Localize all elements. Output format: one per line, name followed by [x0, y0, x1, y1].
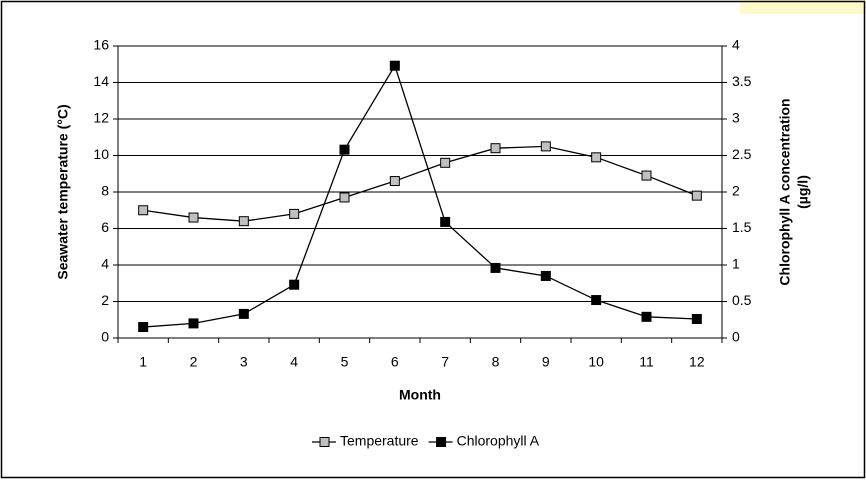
data-marker	[490, 262, 501, 273]
data-marker	[641, 170, 652, 181]
x-tick-label: 11	[639, 354, 654, 370]
y-tick-label: 6	[101, 219, 109, 235]
y2-tick-label: 2	[732, 183, 740, 199]
data-marker	[238, 308, 249, 319]
data-marker	[188, 318, 199, 329]
x-tick-label: 4	[290, 354, 298, 370]
data-marker	[691, 314, 702, 325]
data-marker	[440, 157, 451, 168]
legend-marker	[436, 437, 447, 447]
y2-tick-label: 3.5	[732, 73, 752, 89]
data-marker	[440, 216, 451, 227]
data-marker	[490, 143, 501, 154]
y-tick-label: 2	[101, 292, 109, 308]
x-tick-label: 2	[190, 354, 198, 370]
x-tick-label: 7	[441, 354, 449, 370]
data-marker	[339, 192, 350, 203]
y2-tick-label: 3	[732, 110, 740, 126]
data-marker	[289, 279, 300, 290]
x-tick-label: 6	[391, 354, 399, 370]
y2-axis-title: (µg/l)	[795, 175, 811, 209]
data-marker	[389, 60, 400, 71]
data-marker	[591, 152, 602, 163]
data-marker	[138, 205, 149, 216]
highlight-patch	[740, 0, 866, 14]
y-tick-label: 16	[93, 37, 109, 53]
legend-label: Temperature	[340, 433, 419, 449]
y-tick-label: 8	[101, 183, 109, 199]
series-line	[143, 64, 697, 328]
data-marker	[691, 190, 702, 201]
data-marker	[188, 212, 199, 223]
data-marker	[339, 144, 350, 155]
y-tick-label: 10	[93, 146, 109, 162]
series-line	[143, 145, 698, 222]
y2-axis-title: Chlorophyll A concentration	[777, 98, 793, 285]
data-marker	[238, 216, 249, 227]
y2-tick-label: 4	[732, 37, 740, 53]
x-tick-label: 9	[542, 354, 550, 370]
data-marker	[289, 208, 300, 219]
y2-tick-label: 1.5	[732, 219, 752, 235]
x-tick-label: 3	[240, 354, 248, 370]
y2-tick-label: 0	[732, 329, 740, 345]
data-marker	[591, 295, 602, 306]
data-marker	[389, 176, 400, 187]
x-tick-label: 10	[588, 354, 604, 370]
y2-tick-label: 2.5	[732, 146, 752, 162]
data-marker	[540, 270, 551, 281]
data-marker	[641, 311, 652, 322]
data-marker	[138, 322, 149, 333]
x-axis-title: Month	[399, 387, 441, 403]
y2-tick-label: 1	[732, 256, 740, 272]
y-tick-label: 14	[93, 73, 109, 89]
data-marker	[540, 141, 551, 152]
legend-label: Chlorophyll A	[457, 433, 540, 449]
x-tick-label: 5	[341, 354, 349, 370]
x-tick-label: 1	[139, 354, 147, 370]
legend-marker	[319, 437, 330, 447]
x-tick-label: 12	[689, 354, 705, 370]
x-tick-label: 8	[492, 354, 500, 370]
y2-tick-label: 0.5	[732, 292, 752, 308]
y-tick-label: 12	[93, 110, 109, 126]
y-axis-title: Seawater temperature (°C)	[55, 104, 71, 279]
y-tick-label: 4	[101, 256, 109, 272]
y-tick-label: 0	[101, 329, 109, 345]
